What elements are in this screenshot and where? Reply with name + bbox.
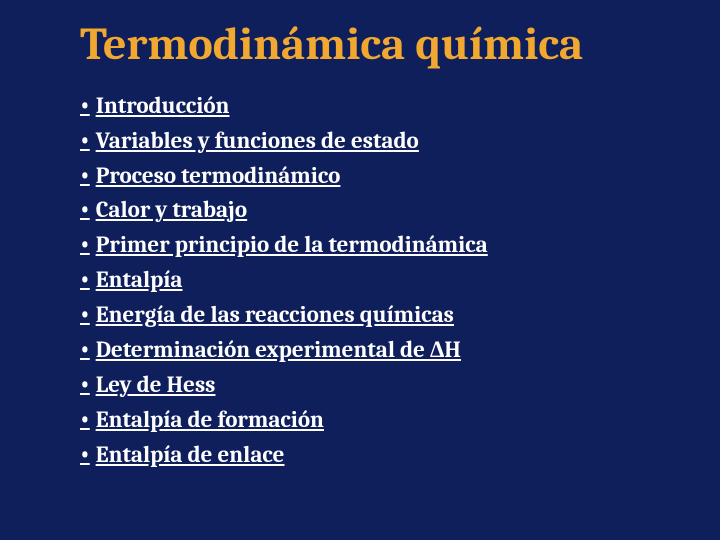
list-item: • Energía de las reacciones químicas [80, 298, 660, 333]
bullet-icon: • [80, 263, 90, 296]
slide-container: Termodinámica química • Introducción • V… [0, 0, 720, 493]
bullet-icon: • [80, 333, 90, 366]
bullet-text: Determinación experimental de ΔH [96, 333, 461, 368]
list-item: • Ley de Hess [80, 368, 660, 403]
bullet-icon: • [80, 193, 90, 226]
list-item: • Proceso termodinámico [80, 159, 660, 194]
bullet-text: Energía de las reacciones químicas [96, 298, 454, 333]
bullet-icon: • [80, 159, 90, 192]
list-item: • Calor y trabajo [80, 193, 660, 228]
list-item: • Entalpía de enlace [80, 438, 660, 473]
list-item: • Primer principio de la termodinámica [80, 228, 660, 263]
list-item: • Entalpía [80, 263, 660, 298]
bullet-text: Proceso termodinámico [96, 159, 341, 194]
list-item: • Determinación experimental de ΔH [80, 333, 660, 368]
bullet-text: Entalpía de enlace [96, 438, 285, 473]
bullet-icon: • [80, 124, 90, 157]
bullet-text: Entalpía de formación [96, 403, 324, 438]
list-item: • Introducción [80, 89, 660, 124]
bullet-icon: • [80, 89, 90, 122]
bullet-text: Variables y funciones de estado [96, 124, 419, 159]
bullet-text: Ley de Hess [96, 368, 216, 403]
bullet-icon: • [80, 228, 90, 261]
bullet-text: Primer principio de la termodinámica [96, 228, 488, 263]
bullet-icon: • [80, 403, 90, 436]
bullet-text: Introducción [96, 89, 230, 124]
bullet-icon: • [80, 298, 90, 331]
bullet-text: Entalpía [96, 263, 183, 298]
list-item: • Entalpía de formación [80, 403, 660, 438]
bullet-icon: • [80, 368, 90, 401]
list-item: • Variables y funciones de estado [80, 124, 660, 159]
bullet-text: Calor y trabajo [96, 193, 247, 228]
bullet-list: • Introducción • Variables y funciones d… [80, 89, 660, 473]
bullet-icon: • [80, 438, 90, 471]
slide-title: Termodinámica química [80, 20, 660, 71]
